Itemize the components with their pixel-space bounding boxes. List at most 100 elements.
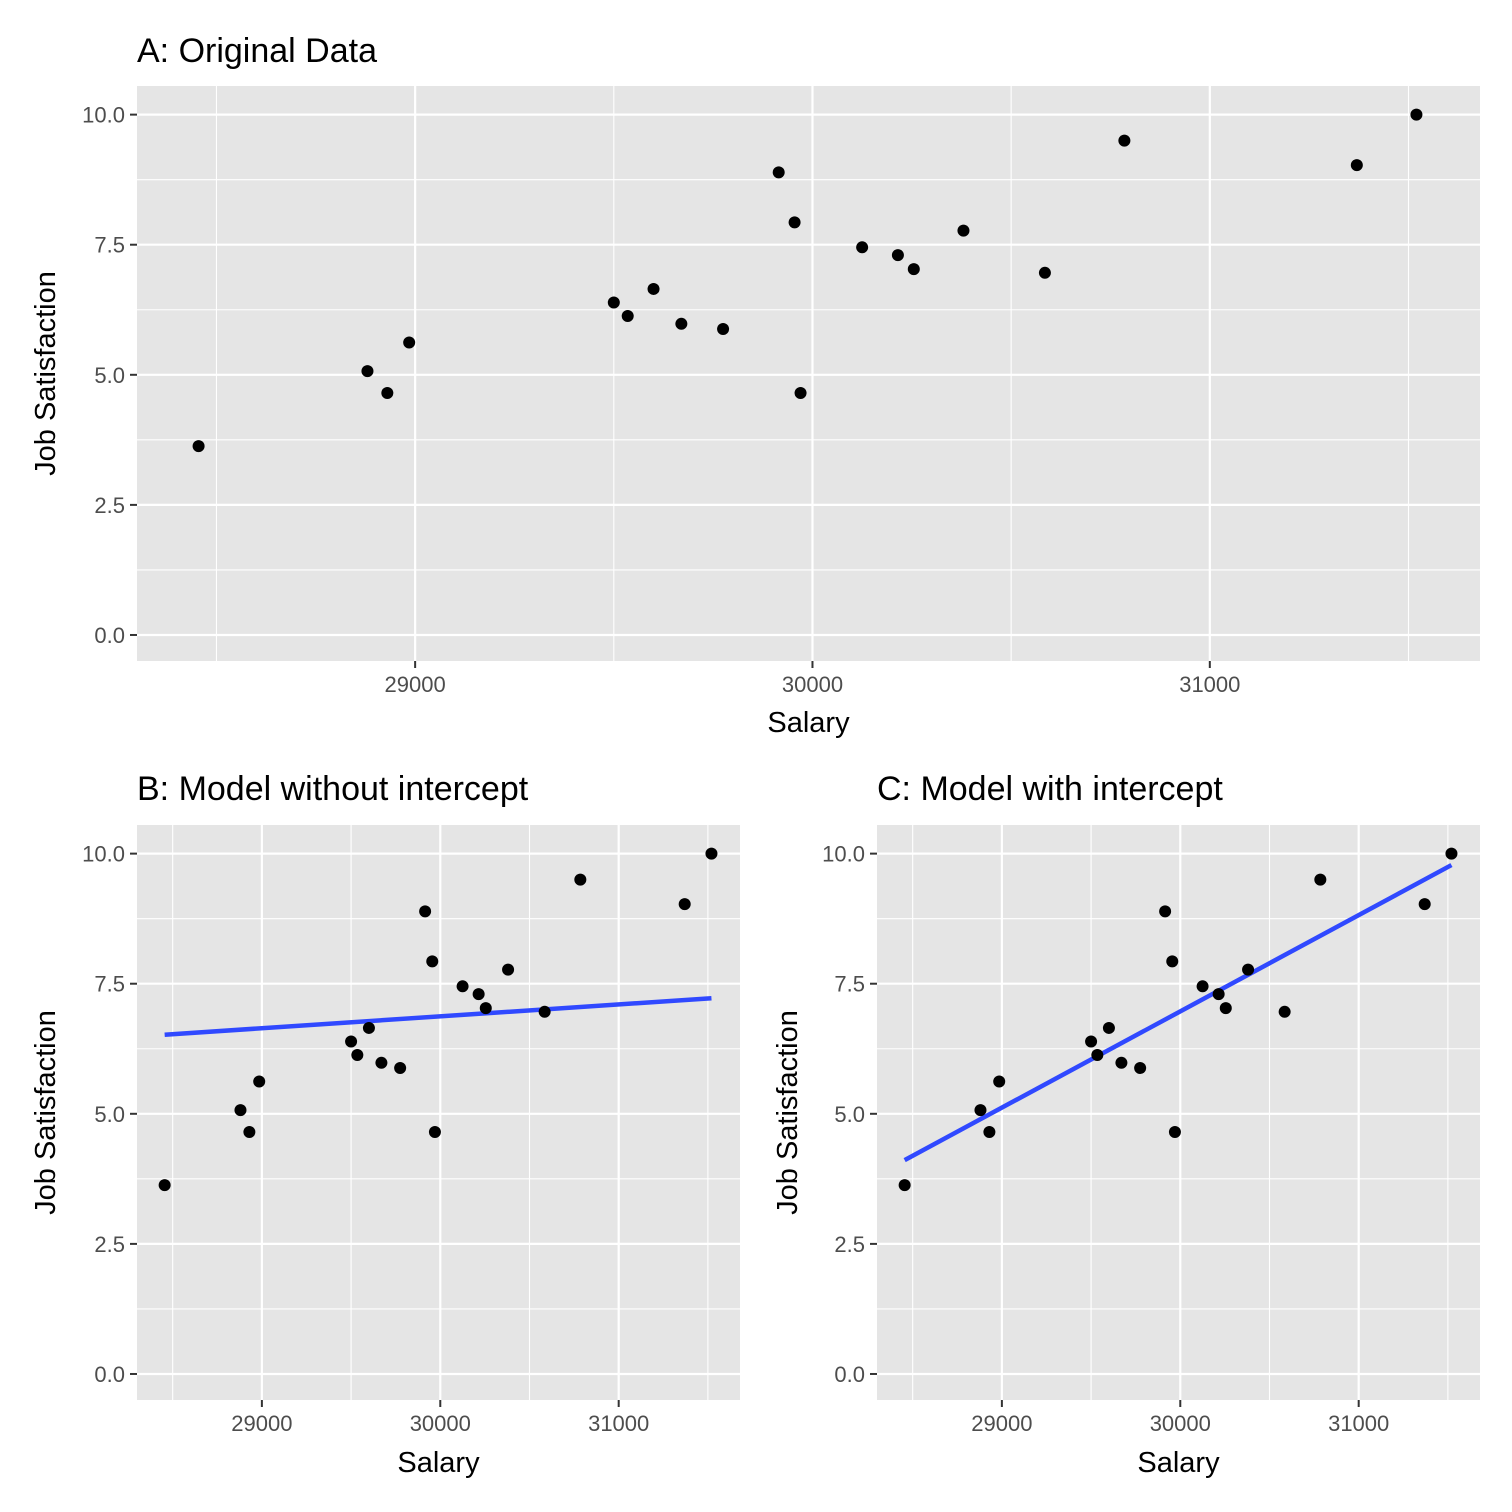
data-point bbox=[1445, 847, 1458, 860]
x-tick-label: 30000 bbox=[410, 1411, 471, 1436]
data-point bbox=[428, 1126, 441, 1139]
data-point bbox=[993, 1075, 1006, 1088]
panel-model-without-intercept: 29000 30000 31000 0.0 2.5 5.0 7.5 10.0 B: Model … bbox=[30, 770, 740, 1479]
data-point bbox=[983, 1126, 996, 1139]
data-point bbox=[574, 873, 587, 886]
panel-original-data: 29000 30000 31000 0.0 2.5 5.0 7.5 10.0 A: Origin… bbox=[30, 32, 1480, 739]
data-point bbox=[607, 296, 620, 309]
data-point bbox=[974, 1104, 987, 1117]
data-point bbox=[856, 241, 869, 254]
plot-background bbox=[137, 825, 740, 1400]
x-tick-label: 31000 bbox=[1179, 672, 1240, 697]
regression-line bbox=[903, 863, 1453, 1163]
data-point bbox=[1242, 963, 1255, 976]
x-axis-title: Salary bbox=[767, 707, 850, 739]
x-tick-label: 29000 bbox=[231, 1411, 292, 1436]
regression-line bbox=[164, 996, 712, 1037]
data-point bbox=[678, 898, 691, 911]
data-point bbox=[772, 166, 785, 179]
data-point bbox=[538, 1005, 551, 1018]
data-point bbox=[717, 323, 730, 336]
y-tick-label: 2.5 bbox=[834, 1232, 865, 1257]
data-point bbox=[1115, 1056, 1128, 1069]
y-tick-label: 10.0 bbox=[822, 842, 865, 867]
data-point bbox=[891, 249, 904, 262]
data-point bbox=[1168, 1126, 1181, 1139]
y-tick-label: 5.0 bbox=[834, 1102, 865, 1127]
data-point bbox=[243, 1126, 256, 1139]
y-axis-title: Job Satisfaction bbox=[772, 1010, 804, 1215]
data-point bbox=[1418, 898, 1431, 911]
y-tick-label: 0.0 bbox=[834, 1362, 865, 1387]
data-point bbox=[375, 1056, 388, 1069]
data-point bbox=[1196, 980, 1209, 993]
data-point bbox=[1159, 905, 1172, 918]
data-point bbox=[345, 1035, 358, 1048]
x-tick-label: 31000 bbox=[1328, 1411, 1389, 1436]
data-point bbox=[1314, 873, 1327, 886]
data-point bbox=[394, 1062, 407, 1075]
y-tick-label: 10.0 bbox=[82, 842, 125, 867]
data-point bbox=[403, 336, 416, 349]
y-axis-title: Job Satisfaction bbox=[30, 1010, 62, 1215]
data-point bbox=[1166, 955, 1179, 968]
data-point bbox=[1219, 1002, 1232, 1015]
panel-model-with-intercept: 29000 30000 31000 0.0 2.5 5.0 7.5 10.0 C: Model … bbox=[772, 770, 1480, 1479]
data-point bbox=[158, 1179, 171, 1192]
plot-background bbox=[137, 86, 1480, 661]
data-point bbox=[253, 1075, 266, 1088]
data-point bbox=[192, 440, 205, 453]
data-point bbox=[426, 955, 439, 968]
data-point bbox=[621, 310, 634, 322]
data-point bbox=[502, 963, 515, 976]
panel-title: A: Original Data bbox=[137, 32, 377, 70]
data-point bbox=[381, 387, 394, 400]
data-point bbox=[1350, 159, 1363, 172]
panel-title: B: Model without intercept bbox=[137, 770, 529, 808]
panel-title: C: Model with intercept bbox=[877, 770, 1223, 808]
y-tick-label: 0.0 bbox=[94, 1362, 125, 1387]
x-axis-title: Salary bbox=[1137, 1447, 1220, 1479]
data-point bbox=[907, 263, 920, 276]
data-point bbox=[794, 387, 807, 400]
y-tick-label: 0.0 bbox=[94, 623, 125, 648]
y-tick-label: 7.5 bbox=[834, 972, 865, 997]
data-point bbox=[1085, 1035, 1098, 1048]
data-point bbox=[234, 1104, 247, 1117]
data-point bbox=[456, 980, 469, 993]
data-point bbox=[705, 847, 718, 860]
y-tick-label: 7.5 bbox=[94, 233, 125, 258]
data-point bbox=[351, 1049, 364, 1061]
x-axis-title: Salary bbox=[397, 1447, 480, 1479]
data-point bbox=[362, 1021, 375, 1034]
plot-background bbox=[877, 825, 1480, 1400]
data-point bbox=[1278, 1005, 1291, 1018]
x-tick-label: 29000 bbox=[971, 1411, 1032, 1436]
x-tick-label: 31000 bbox=[588, 1411, 649, 1436]
data-point bbox=[1091, 1049, 1104, 1061]
data-point bbox=[361, 365, 374, 378]
data-point bbox=[898, 1179, 911, 1192]
data-point bbox=[675, 317, 688, 330]
y-axis-title: Job Satisfaction bbox=[30, 271, 62, 476]
data-point bbox=[419, 905, 432, 918]
data-point bbox=[1118, 134, 1131, 147]
data-point bbox=[788, 216, 801, 229]
y-tick-label: 2.5 bbox=[94, 1232, 125, 1257]
y-tick-label: 5.0 bbox=[94, 1102, 125, 1127]
data-point bbox=[647, 282, 660, 295]
data-point bbox=[1134, 1062, 1147, 1075]
data-point bbox=[479, 1002, 492, 1015]
y-tick-label: 5.0 bbox=[94, 363, 125, 388]
data-point bbox=[472, 988, 485, 1001]
data-point bbox=[1102, 1021, 1115, 1034]
data-point bbox=[1212, 988, 1225, 1001]
x-tick-label: 30000 bbox=[782, 672, 843, 697]
x-tick-label: 29000 bbox=[385, 672, 446, 697]
data-point bbox=[1410, 108, 1423, 121]
y-tick-label: 7.5 bbox=[94, 972, 125, 997]
x-tick-label: 30000 bbox=[1150, 1411, 1211, 1436]
y-tick-label: 2.5 bbox=[94, 493, 125, 518]
data-point bbox=[957, 224, 970, 237]
